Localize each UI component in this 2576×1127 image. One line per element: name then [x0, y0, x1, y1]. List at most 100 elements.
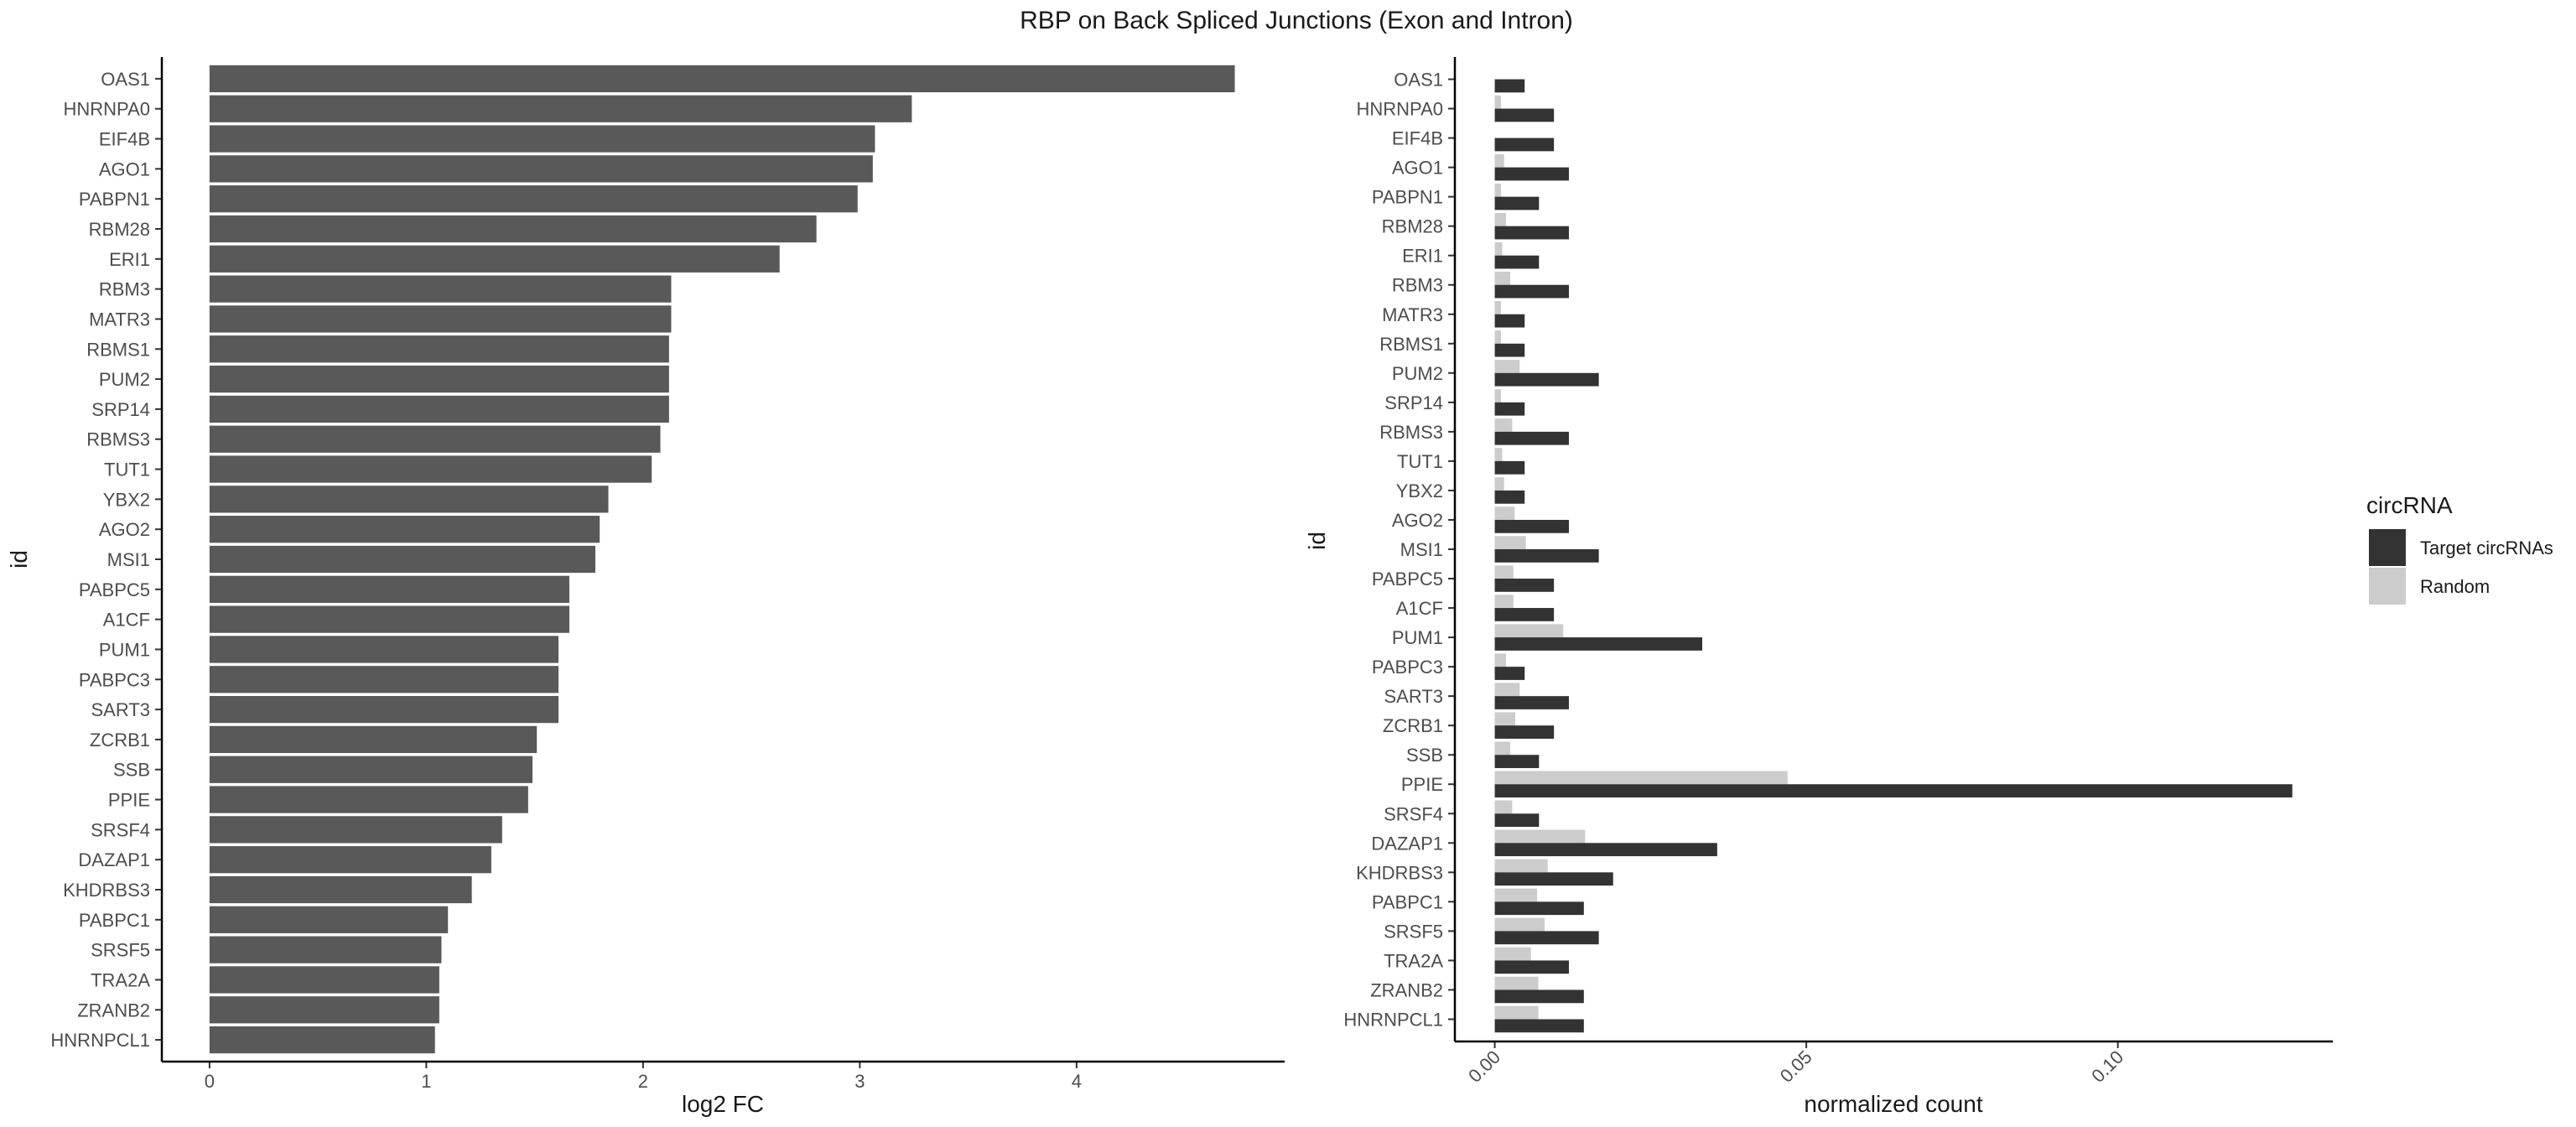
legend-swatch-random [2369, 568, 2406, 605]
left-y-tick-label: HNRNPA0 [63, 99, 150, 120]
right-y-tick-label: ERI1 [1402, 246, 1443, 267]
left-y-tick-label: PUM1 [99, 639, 150, 660]
right-y-tick-label: ZRANB2 [1370, 979, 1443, 1000]
right-y-tick-label: SRSF4 [1384, 803, 1443, 824]
right-bar-target [1494, 284, 1569, 299]
right-bar-target [1494, 549, 1599, 563]
right-bar-target [1494, 667, 1525, 680]
right-bar-target [1494, 343, 1525, 357]
right-x-axis-ticks: 0.00 0.05 0.10 [1464, 1041, 2127, 1087]
left-bar [209, 275, 672, 303]
right-bar-target [1494, 460, 1525, 475]
right-y-tick-label: PABPC3 [1372, 657, 1443, 678]
right-bar-random [1494, 771, 1788, 785]
right-y-tick-label: SRP14 [1384, 392, 1443, 413]
right-y-tick-label: RBMS1 [1379, 334, 1443, 355]
right-y-tick-label: TRA2A [1384, 950, 1443, 971]
left-bar [209, 455, 652, 483]
left-y-tick-label: RBMS1 [86, 339, 150, 360]
right-x-tick-label: 0.00 [1464, 1046, 1504, 1087]
right-bar-target [1494, 608, 1555, 621]
right-bar-random [1494, 271, 1511, 285]
right-y-tick-label: ZCRB1 [1383, 715, 1443, 736]
left-bar [209, 395, 669, 423]
right-bar-random [1494, 976, 1539, 990]
right-y-tick-label: A1CF [1396, 598, 1443, 619]
left-y-axis-ticks: OAS1 HNRNPA0 EIF4B AGO1 PABPN1 RBM28 ERI1 RBM3 M… [50, 69, 162, 1051]
right-bar-random [1494, 683, 1520, 697]
right-bar-target [1494, 138, 1555, 152]
left-bar [209, 365, 669, 393]
right-y-tick-label: PABPN1 [1372, 187, 1443, 208]
legend-label-random: Random [2420, 576, 2490, 597]
right-bar-random [1494, 300, 1501, 314]
left-bar [209, 846, 491, 874]
left-y-tick-label: AGO2 [99, 519, 150, 540]
right-bar-random [1494, 565, 1514, 579]
left-bar [209, 335, 669, 363]
right-bar-target [1494, 372, 1599, 387]
figure-title: RBP on Back Spliced Junctions (Exon and … [1020, 7, 1573, 34]
left-y-tick-label: SRSF5 [91, 940, 150, 961]
right-bar-target [1494, 314, 1525, 328]
right-y-tick-label: MSI1 [1400, 539, 1443, 560]
right-y-tick-label: PUM2 [1392, 363, 1443, 384]
left-y-tick-label: EIF4B [99, 129, 150, 150]
left-bar [209, 996, 439, 1024]
right-bar-target [1494, 784, 2293, 798]
right-y-tick-label: HNRNPA0 [1356, 99, 1443, 120]
right-bar-random [1494, 95, 1501, 109]
right-y-tick-label: AGO1 [1392, 158, 1443, 179]
right-bar-target [1494, 725, 1555, 739]
left-y-tick-label: ERI1 [109, 249, 150, 270]
left-y-tick-label: PPIE [108, 790, 150, 811]
left-bar [209, 695, 559, 724]
left-x-axis-ticks: 0 1 2 3 4 [205, 1062, 1082, 1092]
right-bar-random [1494, 448, 1503, 461]
right-bar-random [1494, 330, 1501, 344]
legend-swatch-target [2369, 529, 2406, 566]
right-bar-target [1494, 696, 1569, 709]
right-bar-target [1494, 490, 1525, 504]
left-y-tick-label: MATR3 [89, 309, 150, 330]
right-y-tick-label: SART3 [1384, 686, 1443, 707]
left-y-tick-label: SRSF4 [91, 819, 150, 840]
left-bar [209, 425, 661, 453]
left-y-tick-label: AGO1 [99, 158, 150, 179]
right-bar-random [1494, 741, 1511, 756]
right-bars [1494, 79, 2293, 1033]
left-bar [209, 486, 609, 513]
right-y-tick-label: MATR3 [1382, 304, 1443, 325]
right-bar-random [1494, 477, 1504, 491]
right-bar-random [1494, 183, 1501, 197]
left-bar [209, 816, 502, 844]
left-y-tick-label: SRP14 [91, 399, 150, 420]
left-y-tick-label: RBMS3 [86, 429, 150, 450]
left-y-axis-title: id [6, 550, 32, 569]
left-bar [209, 786, 528, 813]
right-y-tick-label: PABPC5 [1372, 569, 1443, 589]
right-bar-random [1494, 595, 1514, 609]
left-bar [209, 305, 672, 333]
right-bar-random [1494, 829, 1586, 844]
left-bar [209, 1026, 435, 1054]
right-bar-target [1494, 167, 1569, 181]
right-y-tick-label: PABPC1 [1372, 891, 1443, 912]
right-y-tick-label: EIF4B [1392, 128, 1443, 149]
right-bar-random [1494, 242, 1503, 256]
left-y-tick-label: MSI1 [107, 549, 150, 570]
left-bar [209, 605, 569, 633]
right-y-tick-label: RBM3 [1392, 275, 1443, 296]
left-bar [209, 966, 439, 994]
right-bar-target [1494, 519, 1569, 533]
left-y-tick-label: SART3 [91, 699, 150, 720]
left-bar [209, 185, 858, 213]
right-bar-random [1494, 1005, 1539, 1020]
left-x-tick-label: 3 [854, 1071, 865, 1092]
left-bar [209, 215, 817, 243]
right-bar-random [1494, 153, 1504, 168]
legend-title: circRNA [2366, 492, 2453, 518]
left-y-tick-label: TUT1 [104, 460, 150, 480]
left-x-axis-title: log2 FC [682, 1091, 764, 1117]
